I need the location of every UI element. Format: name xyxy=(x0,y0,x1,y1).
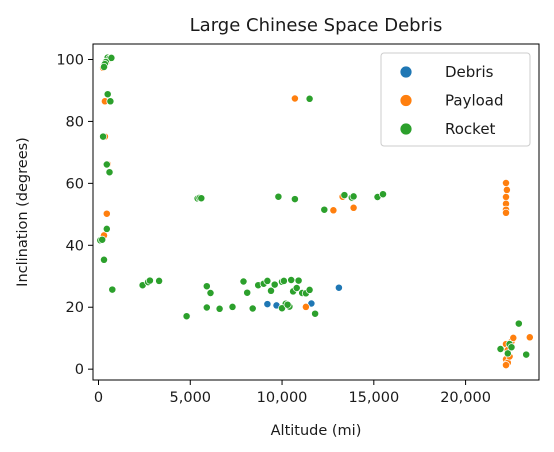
point-rocket-42 xyxy=(287,276,296,284)
point-rocket-25 xyxy=(202,282,211,291)
point-payload-21 xyxy=(349,203,358,212)
x-tick-label-1: 5,000 xyxy=(170,390,212,406)
point-rocket-60 xyxy=(496,345,505,353)
point-rocket-31 xyxy=(248,304,257,313)
point-rocket-45 xyxy=(292,284,301,292)
point-payload-33 xyxy=(509,333,518,342)
y-tick-label-0: 0 xyxy=(75,362,84,378)
point-rocket-20 xyxy=(182,312,191,321)
y-tick-label-3: 60 xyxy=(66,176,84,192)
point-rocket-23 xyxy=(197,194,206,203)
point-debris-0 xyxy=(263,300,272,309)
point-rocket-52 xyxy=(320,205,329,214)
point-rocket-55 xyxy=(349,192,358,201)
point-rocket-59 xyxy=(283,300,292,309)
point-payload-22 xyxy=(502,179,510,187)
point-payload-35 xyxy=(502,361,510,370)
point-payload-27 xyxy=(502,208,510,217)
legend-label-debris: Debris xyxy=(445,63,494,81)
chart-title: Large Chinese Space Debris xyxy=(190,15,443,36)
point-rocket-39 xyxy=(279,276,288,285)
point-rocket-53 xyxy=(340,191,349,200)
point-payload-23 xyxy=(502,185,511,194)
point-rocket-37 xyxy=(274,192,283,201)
legend-marker-rocket xyxy=(399,122,413,136)
point-rocket-9 xyxy=(102,160,111,169)
point-payload-36 xyxy=(525,333,534,342)
point-rocket-49 xyxy=(305,94,314,103)
x-axis-label: Altitude (mi) xyxy=(271,423,362,439)
point-rocket-27 xyxy=(215,304,224,313)
legend-marker-payload xyxy=(399,94,413,107)
point-rocket-19 xyxy=(155,276,164,285)
point-rocket-10 xyxy=(105,168,114,177)
point-payload-16 xyxy=(290,94,299,103)
point-rocket-35 xyxy=(267,286,275,295)
point-rocket-13 xyxy=(98,235,107,244)
point-rocket-57 xyxy=(379,190,387,199)
point-rocket-64 xyxy=(514,319,523,328)
point-rocket-44 xyxy=(290,195,299,204)
point-rocket-5 xyxy=(100,62,108,71)
point-rocket-63 xyxy=(507,343,516,352)
point-rocket-24 xyxy=(202,303,211,312)
y-axis-label: Inclination (degrees) xyxy=(15,137,31,287)
x-axis-ticks: 0 5,000 10,000 15,000 20,000 xyxy=(94,380,491,406)
point-debris-2 xyxy=(334,283,343,292)
point-rocket-18 xyxy=(145,276,154,285)
x-tick-label-4: 20,000 xyxy=(440,390,491,406)
legend-marker-debris xyxy=(399,65,413,79)
legend-label-payload: Payload xyxy=(445,92,504,110)
point-rocket-28 xyxy=(228,302,237,311)
point-rocket-61 xyxy=(503,349,512,358)
point-rocket-46 xyxy=(294,276,303,285)
point-rocket-58 xyxy=(278,304,286,313)
point-payload-24 xyxy=(502,193,510,201)
point-rocket-15 xyxy=(108,285,117,294)
x-tick-label-3: 15,000 xyxy=(348,390,399,406)
point-rocket-65 xyxy=(522,350,531,359)
point-rocket-14 xyxy=(100,255,108,264)
point-payload-17 xyxy=(301,302,310,311)
legend-box xyxy=(380,52,531,147)
point-rocket-7 xyxy=(106,97,115,106)
point-rocket-50 xyxy=(305,285,314,294)
y-tick-label-5: 100 xyxy=(56,52,84,68)
y-tick-label-4: 80 xyxy=(66,114,84,130)
point-rocket-51 xyxy=(311,309,320,318)
point-rocket-26 xyxy=(206,289,215,297)
y-tick-label-2: 40 xyxy=(66,238,84,254)
point-rocket-30 xyxy=(243,288,252,297)
x-tick-label-0: 0 xyxy=(94,390,103,406)
point-rocket-2 xyxy=(107,53,116,62)
legend: Debris Payload Rocket xyxy=(380,52,531,147)
y-tick-label-1: 20 xyxy=(66,300,84,316)
point-rocket-8 xyxy=(99,132,108,141)
point-rocket-11 xyxy=(102,224,111,233)
point-payload-18 xyxy=(329,206,338,215)
point-rocket-34 xyxy=(263,276,272,285)
plot-frame xyxy=(92,43,540,381)
point-payload-12 xyxy=(102,209,111,218)
x-tick-label-2: 10,000 xyxy=(257,390,308,406)
y-axis-ticks: 0 20 40 60 80 100 xyxy=(56,52,93,378)
legend-label-rocket: Rocket xyxy=(445,120,496,138)
point-rocket-36 xyxy=(270,280,279,289)
point-rocket-6 xyxy=(103,90,112,99)
points-layer xyxy=(96,53,534,370)
point-rocket-29 xyxy=(239,277,248,286)
